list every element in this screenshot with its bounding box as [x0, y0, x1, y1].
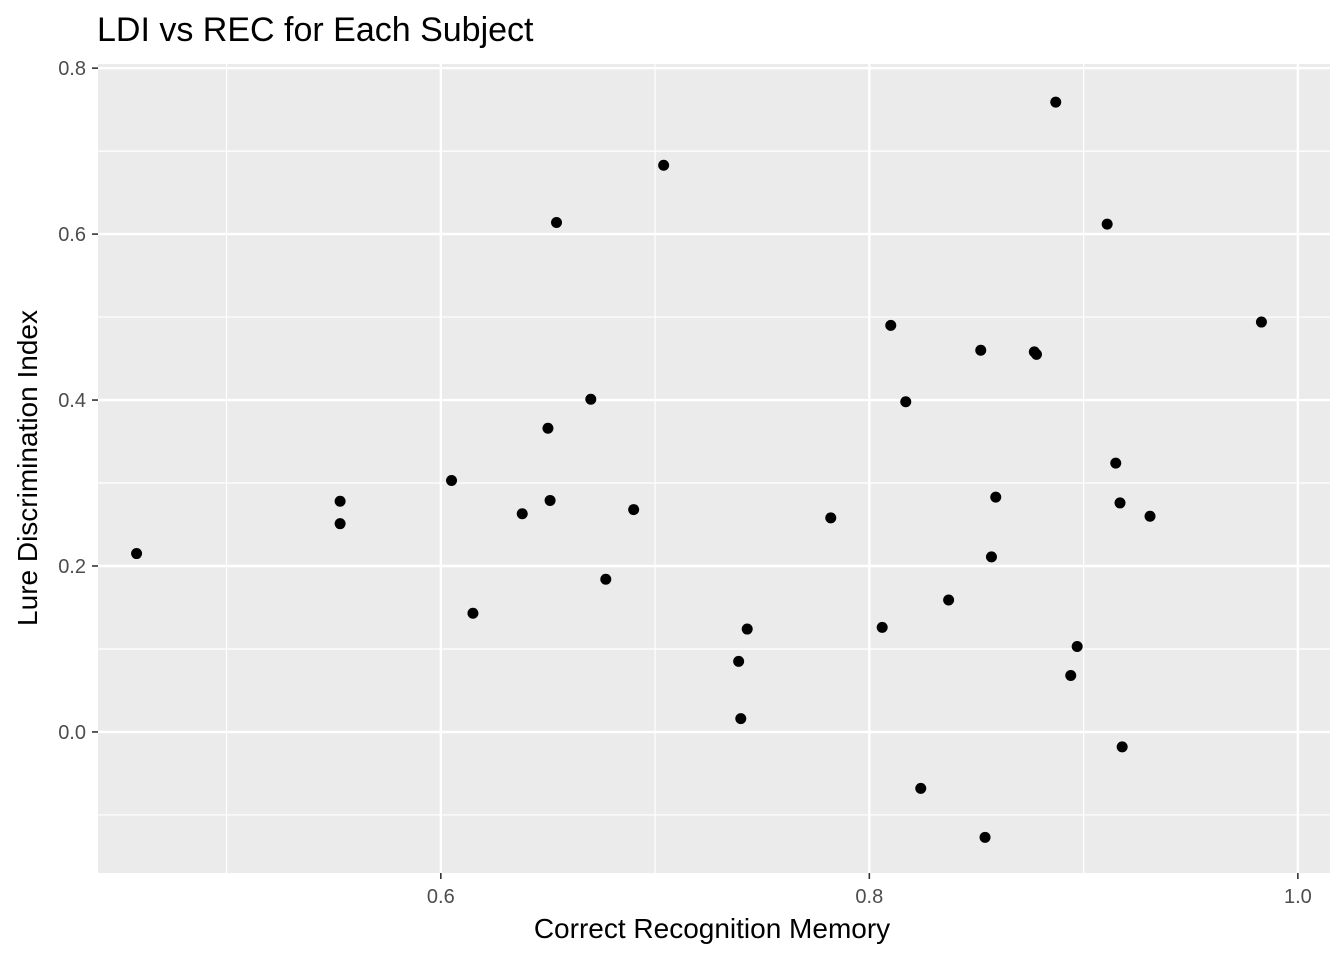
- data-point: [876, 621, 888, 633]
- data-point: [975, 344, 987, 356]
- x-axis-title: Correct Recognition Memory: [534, 913, 890, 944]
- data-point: [658, 159, 670, 171]
- data-point: [516, 508, 528, 520]
- data-point: [900, 396, 912, 408]
- y-axis-title: Lure Discrimination Index: [12, 310, 43, 626]
- data-point: [990, 491, 1002, 503]
- data-point: [1114, 497, 1126, 509]
- x-axis: 0.6 0.8 1.0: [427, 873, 1312, 908]
- plot-panel: [98, 64, 1330, 873]
- data-point: [1030, 348, 1042, 360]
- data-point: [1101, 218, 1113, 230]
- x-tick-label: 0.6: [427, 886, 455, 908]
- x-tick-label: 1.0: [1284, 886, 1312, 908]
- data-point: [1116, 741, 1128, 753]
- data-point: [825, 512, 837, 524]
- data-point: [1255, 316, 1267, 328]
- y-tick-label: 0.2: [58, 556, 86, 578]
- data-point: [1065, 670, 1077, 682]
- data-point: [334, 518, 346, 530]
- x-tick-label: 0.8: [855, 886, 883, 908]
- data-point: [979, 831, 991, 843]
- data-point: [585, 393, 597, 405]
- data-point: [735, 713, 747, 725]
- chart-title: LDI vs REC for Each Subject: [97, 11, 534, 49]
- data-point: [446, 475, 458, 487]
- data-point: [467, 607, 479, 619]
- data-point: [1050, 96, 1062, 108]
- data-point: [628, 504, 640, 516]
- data-point: [985, 551, 997, 563]
- grid-major: [98, 64, 1330, 873]
- data-point: [600, 573, 612, 585]
- data-point: [542, 422, 554, 434]
- data-point: [733, 655, 745, 667]
- data-point: [1110, 457, 1122, 469]
- y-tick-label: 0.0: [58, 722, 86, 744]
- y-tick-label: 0.8: [58, 58, 86, 80]
- grid-minor: [98, 64, 1330, 873]
- data-point: [1071, 640, 1083, 652]
- y-tick-label: 0.6: [58, 224, 86, 246]
- data-point: [544, 494, 556, 506]
- y-axis: 0.0 0.2 0.4 0.6 0.8: [58, 58, 98, 744]
- data-point: [551, 216, 563, 228]
- data-point: [131, 548, 143, 560]
- data-point: [915, 782, 927, 794]
- data-point: [943, 594, 955, 606]
- data-point: [334, 495, 346, 507]
- data-points: [131, 96, 1267, 843]
- data-point: [885, 319, 897, 331]
- y-tick-label: 0.4: [58, 390, 86, 412]
- data-point: [1144, 510, 1156, 522]
- data-point: [741, 623, 753, 635]
